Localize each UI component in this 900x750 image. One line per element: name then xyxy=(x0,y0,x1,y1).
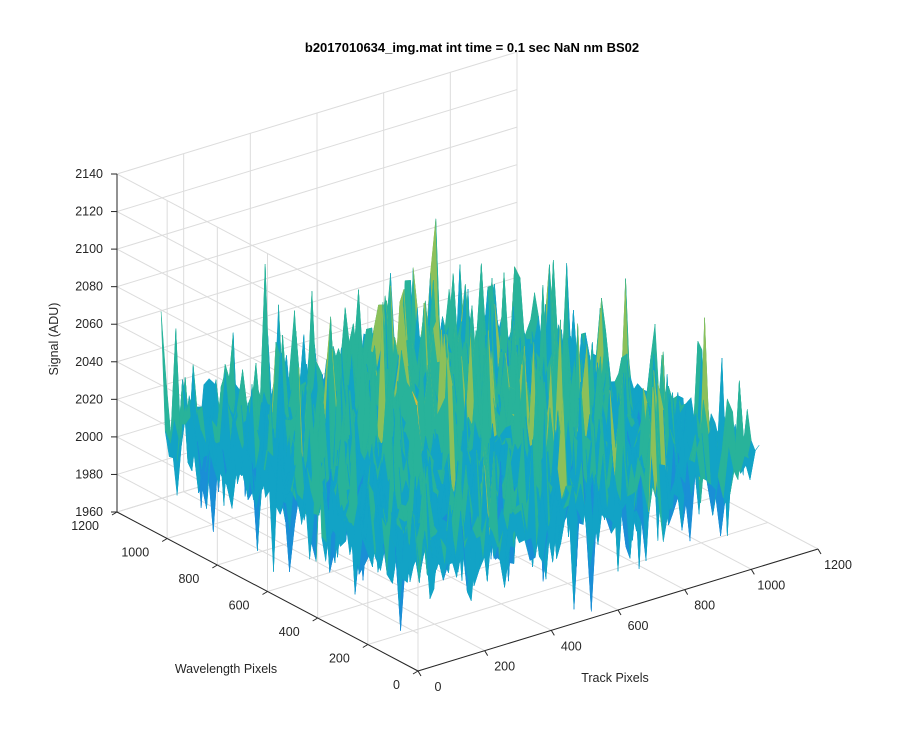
left-wall-grid-h xyxy=(116,436,419,597)
x-axis-label: Track Pixels xyxy=(581,671,649,685)
x-tick-mark xyxy=(484,650,489,656)
x-tick-mark xyxy=(550,630,555,636)
z-tick-label: 2140 xyxy=(75,167,103,181)
z-tick-label: 2120 xyxy=(75,205,103,219)
z-tick-label: 1980 xyxy=(75,467,103,481)
y-tick-label: 600 xyxy=(229,599,250,613)
right-wall-grid-h xyxy=(116,126,518,250)
right-wall-grid-h xyxy=(116,201,518,325)
chart-title: b2017010634_img.mat int time = 0.1 sec N… xyxy=(305,40,639,55)
x-tick-mark xyxy=(617,609,622,616)
x-tick-mark xyxy=(684,589,689,595)
floor-grid-y xyxy=(367,522,768,645)
y-tick-label: 200 xyxy=(329,652,350,666)
z-tick-label: 2040 xyxy=(75,355,103,369)
y-tick-mark xyxy=(262,591,268,595)
surface-patch xyxy=(749,444,760,480)
right-wall-grid-h xyxy=(116,89,518,213)
y-tick-label: 1200 xyxy=(71,519,99,533)
x-tick-label: 1000 xyxy=(757,578,785,592)
left-wall-grid-h xyxy=(116,173,419,334)
right-wall-grid-h xyxy=(116,51,518,175)
z-tick-label: 2080 xyxy=(75,280,103,294)
y-tick-label: 800 xyxy=(178,572,199,586)
x-tick-label: 1200 xyxy=(824,558,852,572)
z-tick-label: 2000 xyxy=(75,430,103,444)
y-tick-mark xyxy=(212,564,218,569)
x-tick-label: 200 xyxy=(494,660,515,674)
x-tick-mark xyxy=(750,569,755,575)
z-axis-label: Signal (ADU) xyxy=(47,303,61,376)
y-tick-mark xyxy=(161,538,168,542)
x-tick-label: 800 xyxy=(694,599,715,613)
x-tick-label: 0 xyxy=(435,680,442,694)
z-tick-label: 2060 xyxy=(75,317,103,331)
y-tick-mark xyxy=(412,670,419,675)
x-tick-mark xyxy=(817,548,822,555)
x-tick-label: 400 xyxy=(561,639,582,653)
x-tick-label: 600 xyxy=(628,619,649,633)
y-tick-label: 1000 xyxy=(121,546,149,560)
y-ticks: 0 200 400 600 800 1000 1200 xyxy=(71,511,419,692)
z-ticks: 1960 1980 2000 2020 2040 2060 2080 2100 2120 2140 xyxy=(75,167,117,519)
y-axis-label: Wavelength Pixels xyxy=(175,662,277,676)
y-tick-mark xyxy=(362,644,369,648)
floor-grid-y xyxy=(317,495,718,619)
right-wall-grid-h xyxy=(116,164,518,288)
z-tick-label: 1960 xyxy=(75,505,103,519)
surface xyxy=(160,218,760,631)
y-tick-mark xyxy=(312,617,318,622)
left-wall-grid-h xyxy=(116,474,419,634)
z-tick-label: 2020 xyxy=(75,392,103,406)
right-wall-grid-h xyxy=(116,239,518,363)
y-tick-label: 400 xyxy=(279,625,300,639)
y-tick-label: 0 xyxy=(393,678,400,692)
z-tick-label: 2100 xyxy=(75,242,103,256)
x-ticks: 0 200 400 600 800 1000 1200 xyxy=(417,548,852,694)
x-tick-mark xyxy=(417,670,422,677)
